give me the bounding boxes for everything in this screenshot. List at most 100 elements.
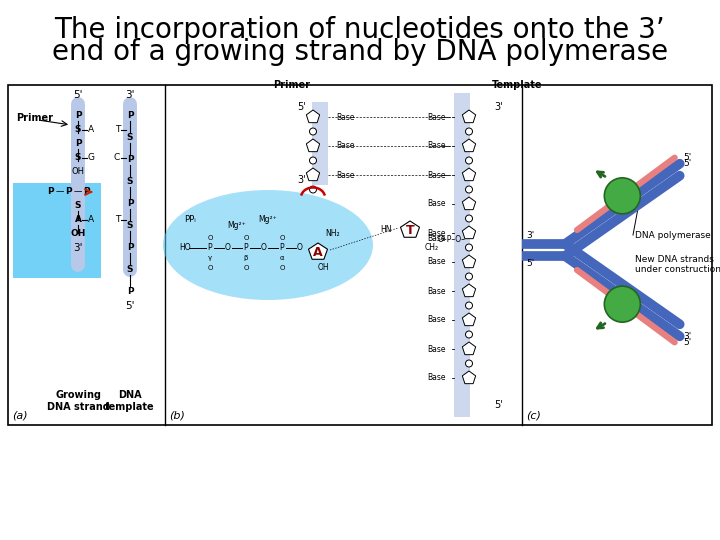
Polygon shape [462, 168, 476, 181]
Text: P: P [207, 244, 212, 253]
Text: 3': 3' [526, 232, 534, 240]
Text: A: A [88, 125, 94, 134]
Text: P: P [127, 156, 133, 165]
Text: Base: Base [428, 228, 446, 238]
Bar [312, 102, 328, 185]
Text: S: S [127, 178, 133, 186]
Text: 3': 3' [73, 243, 83, 253]
Text: P: P [127, 244, 133, 253]
Text: 5': 5' [526, 260, 534, 268]
Polygon shape [462, 255, 476, 268]
Circle shape [466, 157, 472, 164]
Polygon shape [306, 168, 320, 181]
Text: 5': 5' [125, 301, 135, 311]
Text: T: T [114, 215, 120, 225]
Text: HN: HN [380, 226, 392, 234]
Circle shape [604, 286, 640, 322]
Text: Mg²⁺: Mg²⁺ [258, 215, 277, 225]
Text: OH: OH [71, 167, 84, 177]
Polygon shape [462, 284, 476, 296]
Text: P: P [127, 199, 133, 208]
Text: O: O [297, 244, 303, 253]
Bar [8, 85, 712, 425]
Text: O: O [261, 244, 267, 253]
Text: —: — [56, 187, 64, 197]
Text: 3': 3' [297, 175, 306, 185]
Polygon shape [462, 110, 476, 123]
Text: Base: Base [336, 112, 354, 122]
Text: Base: Base [336, 141, 354, 151]
Text: DNA polymerase: DNA polymerase [635, 231, 711, 240]
Text: Base: Base [428, 374, 446, 382]
Text: 5': 5' [684, 338, 692, 347]
Text: S: S [75, 125, 81, 134]
Text: P: P [279, 244, 284, 253]
Text: NH₂: NH₂ [325, 230, 341, 239]
Text: A: A [74, 215, 81, 225]
Polygon shape [400, 221, 420, 237]
Circle shape [466, 215, 472, 222]
Circle shape [466, 302, 472, 309]
Text: 5': 5' [494, 400, 503, 410]
Polygon shape [306, 139, 320, 152]
Text: S: S [127, 133, 133, 143]
Text: Base: Base [428, 234, 446, 243]
Text: Mg²⁺: Mg²⁺ [228, 220, 246, 230]
Text: Base: Base [428, 345, 446, 354]
Polygon shape [462, 371, 476, 383]
Text: Base: Base [428, 199, 446, 208]
Text: 5': 5' [684, 153, 692, 162]
Text: New DNA strands
under construction: New DNA strands under construction [635, 255, 720, 274]
Text: P: P [83, 187, 89, 197]
Circle shape [604, 178, 640, 214]
Polygon shape [462, 197, 476, 210]
Circle shape [466, 360, 472, 367]
Text: S: S [75, 201, 81, 211]
Text: 5': 5' [297, 102, 306, 112]
Text: DNA
template: DNA template [105, 390, 155, 411]
Text: —: — [74, 187, 82, 197]
Text: Growing
DNA strand: Growing DNA strand [47, 390, 109, 411]
Text: (b): (b) [169, 410, 185, 420]
Circle shape [310, 157, 317, 164]
Text: T: T [405, 224, 414, 237]
Text: Template: Template [492, 80, 542, 90]
Text: P: P [75, 111, 81, 120]
Text: G: G [88, 153, 95, 163]
Polygon shape [462, 313, 476, 326]
Text: γ: γ [208, 255, 212, 261]
Text: S: S [75, 153, 81, 163]
Text: O: O [243, 265, 248, 271]
Text: Base: Base [428, 112, 446, 122]
Text: P: P [65, 187, 71, 197]
Text: PPᵢ: PPᵢ [184, 215, 196, 225]
Text: Base: Base [428, 141, 446, 151]
Circle shape [466, 331, 472, 338]
Text: Primer: Primer [16, 113, 53, 123]
Text: A: A [88, 215, 94, 225]
Polygon shape [306, 110, 320, 123]
Text: S: S [127, 266, 133, 274]
Text: O–P–O–: O–P–O– [438, 235, 466, 245]
Text: Base: Base [428, 171, 446, 179]
Text: P: P [75, 139, 81, 148]
Text: O: O [279, 265, 284, 271]
Text: 3': 3' [684, 332, 692, 341]
Text: Base: Base [428, 287, 446, 295]
Text: P: P [47, 187, 53, 197]
Circle shape [466, 273, 472, 280]
Circle shape [466, 244, 472, 251]
Circle shape [466, 128, 472, 135]
Text: O: O [243, 235, 248, 241]
Text: P: P [243, 244, 248, 253]
Text: 5': 5' [73, 90, 83, 100]
Text: The incorporation of nucleotides onto the 3’: The incorporation of nucleotides onto th… [55, 16, 665, 44]
Text: C: C [114, 153, 120, 163]
Text: S: S [127, 221, 133, 231]
Text: OH: OH [71, 230, 86, 239]
Ellipse shape [163, 190, 373, 300]
Text: α: α [279, 255, 284, 261]
Polygon shape [462, 139, 476, 152]
Text: end of a growing strand by DNA polymerase: end of a growing strand by DNA polymeras… [52, 38, 668, 66]
Polygon shape [308, 243, 328, 259]
